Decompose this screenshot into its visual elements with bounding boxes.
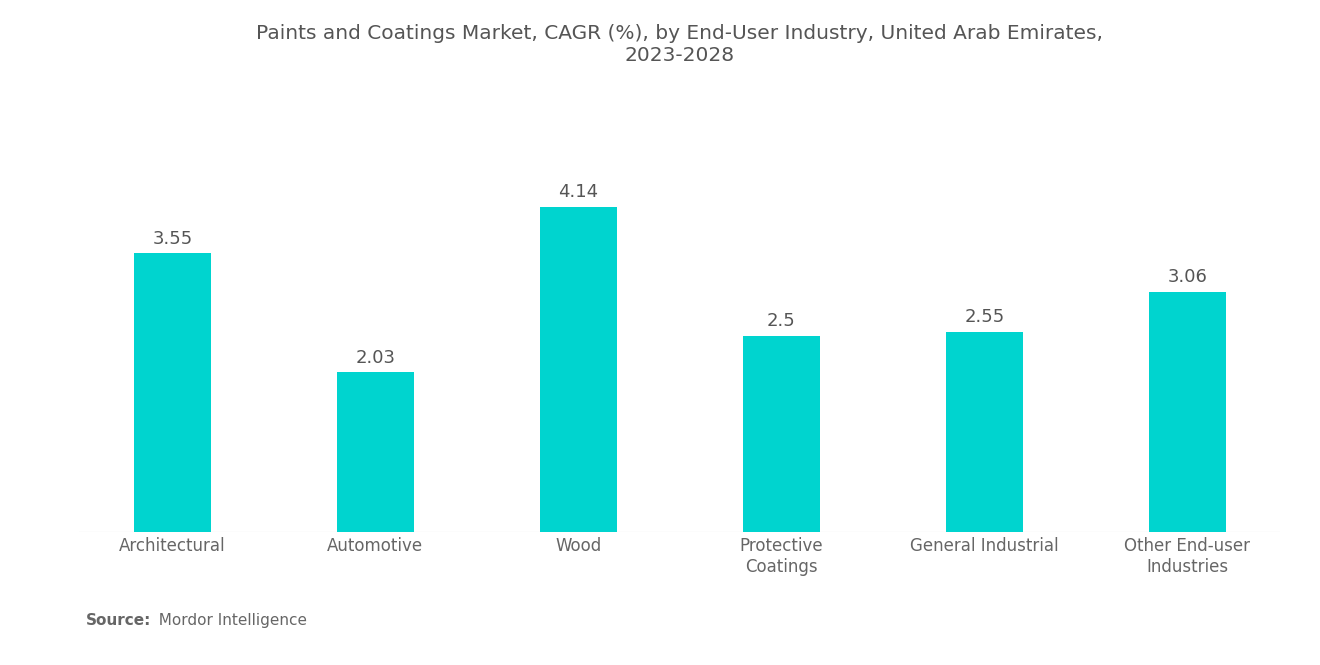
Bar [133, 253, 211, 532]
Text: 2.5: 2.5 [767, 312, 796, 330]
Bar [337, 372, 414, 532]
Bar [540, 207, 616, 532]
Text: 3.06: 3.06 [1167, 268, 1208, 286]
Text: 4.14: 4.14 [558, 183, 598, 201]
Text: Source:: Source: [86, 613, 152, 628]
Bar [945, 332, 1023, 532]
Text: 2.03: 2.03 [355, 349, 395, 367]
Title: Paints and Coatings Market, CAGR (%), by End-User Industry, United Arab Emirates: Paints and Coatings Market, CAGR (%), by… [256, 24, 1104, 65]
Text: 3.55: 3.55 [152, 229, 193, 247]
Text: 2.55: 2.55 [964, 308, 1005, 326]
Text: Mordor Intelligence: Mordor Intelligence [149, 613, 308, 628]
Bar [743, 336, 820, 532]
Bar [1148, 291, 1226, 532]
